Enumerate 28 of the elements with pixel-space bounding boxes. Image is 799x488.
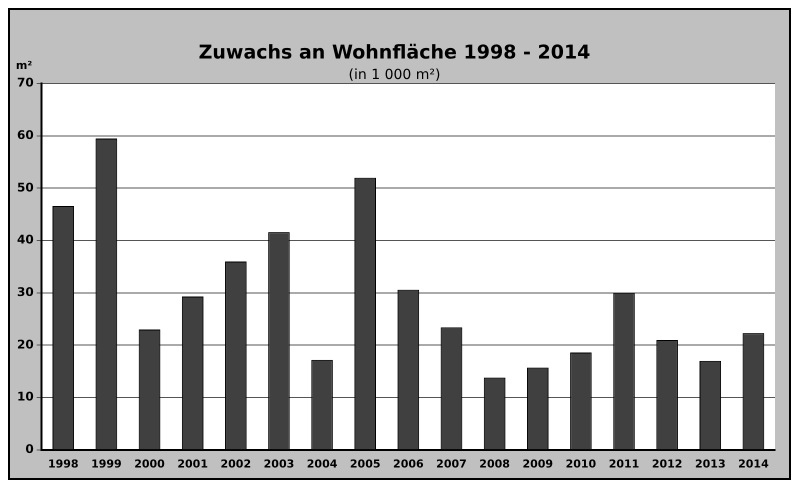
y-tick-label: 70	[16, 76, 34, 90]
x-tick-label: 1999	[91, 457, 122, 470]
y-tick-label: 20	[16, 337, 34, 352]
x-tick-label: 2008	[479, 457, 510, 470]
y-tick-label: 30	[16, 284, 34, 299]
x-tick-label: 2000	[134, 457, 166, 470]
y-tick-label: 0	[25, 442, 34, 456]
x-tick-label: 1998	[48, 457, 79, 470]
x-tick-label: 2011	[608, 457, 640, 470]
y-tick-label: 60	[16, 128, 34, 142]
x-tick-label: 2004	[306, 457, 338, 470]
x-tick-label: 2012	[652, 457, 682, 470]
x-tick-label: 2002	[220, 457, 252, 470]
x-tick-label: 2010	[566, 457, 597, 470]
y-axis-title: m²	[16, 58, 32, 72]
y-tick-label: 40	[16, 232, 34, 247]
x-tick-label: 2005	[350, 457, 381, 470]
chart-title: Zuwachs an Wohnfläche 1998 - 2014	[198, 41, 590, 64]
x-tick-label: 2007	[436, 457, 467, 470]
x-tick-label: 2003	[264, 457, 294, 470]
y-tick-label: 10	[16, 390, 34, 404]
chart-subtitle: (in 1 000 m²)	[348, 66, 440, 83]
x-tick-label: 2001	[177, 457, 208, 470]
y-tick-label: 50	[16, 180, 34, 194]
x-tick-label: 2014	[738, 457, 770, 470]
x-tick-label: 2013	[694, 457, 726, 470]
x-tick-label: 2009	[522, 457, 554, 470]
x-tick-label: 2006	[393, 457, 424, 470]
